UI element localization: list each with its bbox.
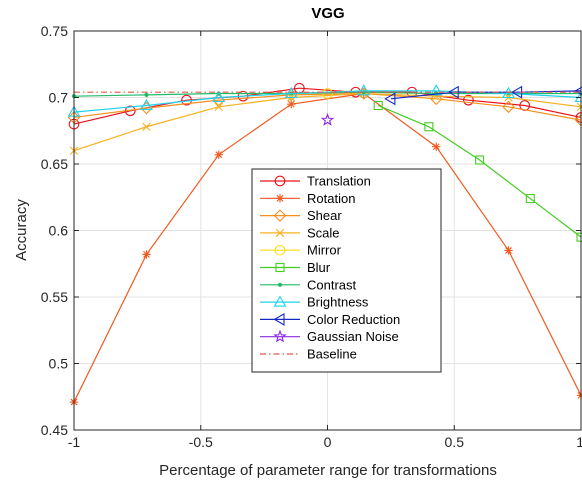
y-tick-label: 0.55 xyxy=(41,289,68,305)
y-tick-label: 0.7 xyxy=(49,90,69,106)
data-point xyxy=(275,228,285,238)
legend-item: Blur xyxy=(260,260,331,275)
legend-item: Translation xyxy=(260,174,371,189)
data-point xyxy=(273,209,287,222)
legend-item: Contrast xyxy=(260,277,357,292)
data-point xyxy=(432,142,441,151)
series-translation xyxy=(68,82,582,130)
data-point xyxy=(142,250,151,259)
x-tick-label: -1 xyxy=(68,434,81,450)
data-point xyxy=(357,84,371,96)
series-scale xyxy=(69,89,582,155)
data-point xyxy=(424,122,434,132)
data-point xyxy=(502,100,515,114)
data-point xyxy=(429,92,443,106)
y-axis-label: Accuracy xyxy=(13,199,30,261)
x-tick-label: 1 xyxy=(576,434,582,450)
y-tick-label: 0.65 xyxy=(41,156,68,172)
series-line xyxy=(390,90,582,100)
legend-item: Brightness xyxy=(260,295,369,310)
legend: Translation Rotation Shear Scale Mirror Blur C… xyxy=(251,168,442,373)
data-point xyxy=(274,244,286,256)
legend-label: Shear xyxy=(307,208,342,223)
series-gaussian-noise xyxy=(320,113,335,126)
legend-label: Mirror xyxy=(307,243,342,258)
data-point xyxy=(212,90,226,103)
x-axis-label: Percentage of parameter range for transf… xyxy=(159,462,497,479)
legend-label: Baseline xyxy=(307,347,357,362)
legend-label: Brightness xyxy=(307,295,369,310)
legend-label: Translation xyxy=(307,174,371,189)
legend-item: Shear xyxy=(260,208,342,223)
y-tick-label: 0.75 xyxy=(41,23,68,39)
data-point xyxy=(504,246,513,255)
data-point xyxy=(275,262,285,273)
legend-item: Mirror xyxy=(260,243,342,258)
data-point xyxy=(574,86,582,96)
y-tick-label: 0.45 xyxy=(41,422,68,438)
data-point xyxy=(384,92,396,106)
data-point xyxy=(273,312,285,326)
legend-label: Scale xyxy=(307,225,340,240)
data-point xyxy=(273,329,287,343)
series-line xyxy=(377,104,582,238)
series-color-reduction xyxy=(384,85,582,106)
data-point xyxy=(214,150,223,159)
legend-label: Contrast xyxy=(307,277,357,292)
legend-item: Rotation xyxy=(260,191,355,206)
x-tick-label: -0.5 xyxy=(189,434,213,450)
data-point xyxy=(144,92,149,97)
x-tick-label: 0 xyxy=(324,434,332,450)
legend-label: Rotation xyxy=(307,191,355,206)
chart-title: VGG xyxy=(311,5,344,22)
data-point xyxy=(287,99,296,109)
y-tick-label: 0.6 xyxy=(49,223,69,239)
data-point xyxy=(214,102,223,111)
data-point xyxy=(273,295,287,307)
data-point xyxy=(475,155,485,165)
legend-item: Gaussian Noise xyxy=(260,329,399,344)
data-point xyxy=(274,175,286,187)
series-layer xyxy=(67,82,582,407)
data-point xyxy=(525,194,535,204)
legend-label: Color Reduction xyxy=(307,312,400,327)
data-point xyxy=(320,113,335,126)
data-point xyxy=(140,98,153,111)
x-tick-label: 0.5 xyxy=(445,434,465,450)
data-point xyxy=(142,122,151,131)
data-point xyxy=(277,282,283,287)
y-tick-label: 0.5 xyxy=(49,356,69,372)
series-line xyxy=(73,87,582,125)
ticks: -1 -0.5 0 0.5 1 0.45 0.5 0.55 0.6 0.65 0.7 0.75 xyxy=(41,23,582,450)
legend-label: Gaussian Noise xyxy=(307,329,399,344)
data-point xyxy=(275,194,285,203)
legend-item: Scale xyxy=(260,225,340,240)
data-point xyxy=(447,85,459,99)
series-line xyxy=(73,92,582,121)
data-point xyxy=(429,84,443,96)
series-line xyxy=(73,92,582,152)
legend-item: Baseline xyxy=(260,347,357,362)
data-point xyxy=(373,100,383,111)
legend-item: Color Reduction xyxy=(260,312,400,327)
data-point xyxy=(463,94,474,106)
legend-label: Blur xyxy=(307,260,331,275)
